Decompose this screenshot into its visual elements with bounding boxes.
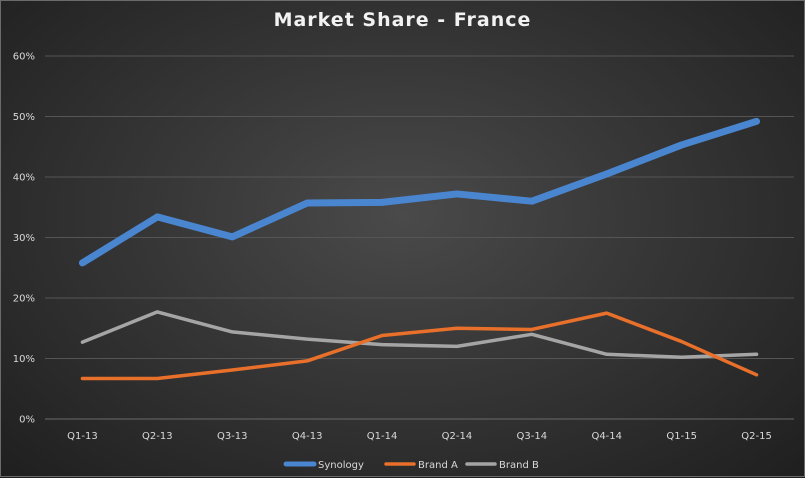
y-tick-label: 10% (13, 354, 35, 365)
x-tick-label: Q2-13 (142, 431, 173, 442)
chart-title: Market Share - France (273, 9, 532, 31)
x-tick-label: Q1-14 (367, 431, 398, 442)
x-tick-label: Q2-14 (442, 431, 473, 442)
x-tick-label: Q1-13 (67, 431, 98, 442)
y-tick-label: 40% (13, 173, 35, 184)
legend-label: Brand B (499, 460, 539, 471)
x-tick-label: Q1-15 (666, 431, 697, 442)
y-tick-label: 0% (19, 415, 35, 426)
series-line-brand-a (80, 311, 759, 381)
legend-label: Synology (318, 460, 364, 471)
x-tick-label: Q2-15 (741, 431, 772, 442)
y-tick-label: 30% (13, 233, 35, 244)
y-tick-label: 60% (13, 52, 35, 63)
x-tick-label: Q3-14 (517, 431, 548, 442)
y-tick-label: 50% (13, 112, 35, 123)
x-tick-label: Q3-13 (217, 431, 248, 442)
legend-label: Brand A (418, 460, 458, 471)
series-line-brand-b (80, 310, 759, 360)
x-tick-label: Q4-14 (591, 431, 622, 442)
y-tick-label: 20% (13, 294, 35, 305)
x-tick-label: Q4-13 (292, 431, 323, 442)
series-line-synology (78, 117, 761, 267)
